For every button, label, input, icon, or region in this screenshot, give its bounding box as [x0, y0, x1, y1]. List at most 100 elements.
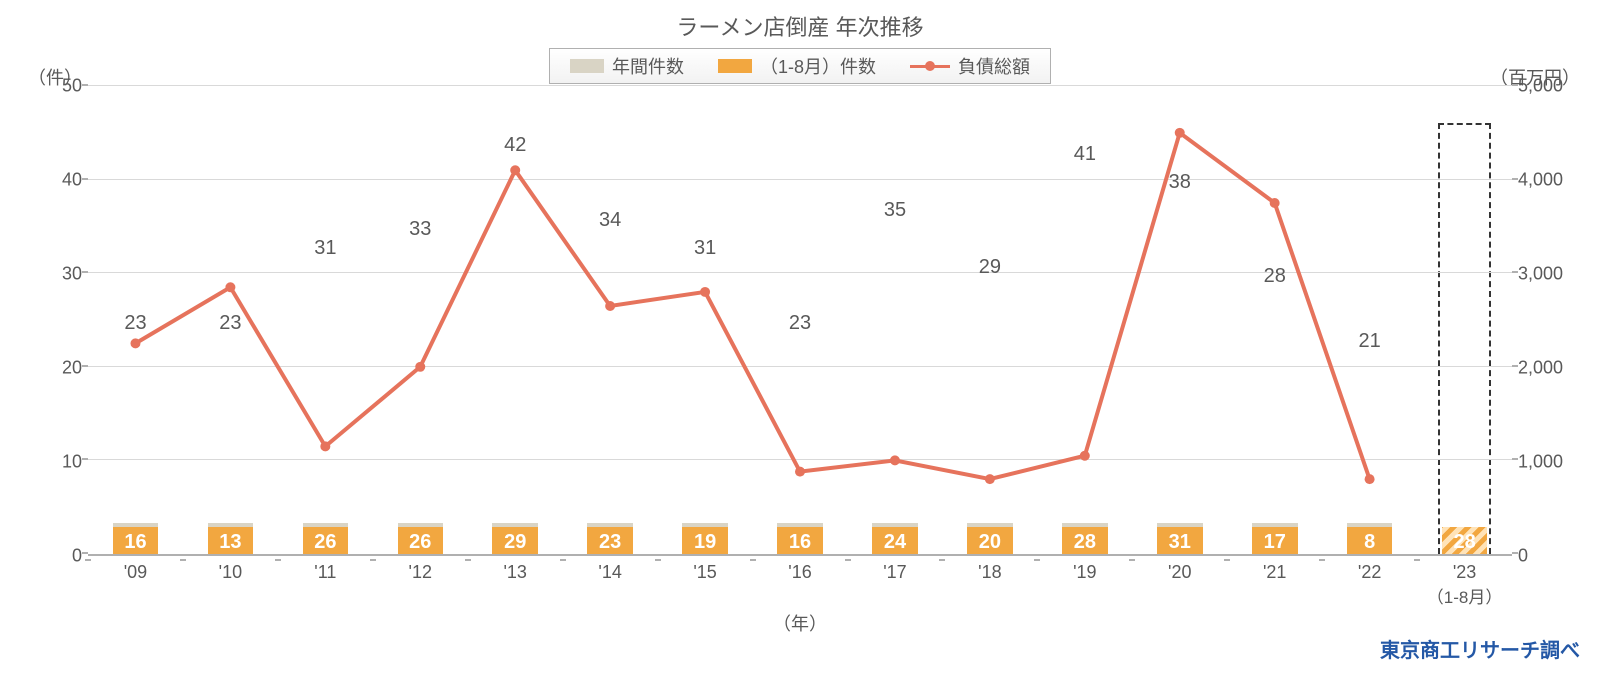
y-left-tick: 40: [62, 170, 82, 191]
category: 31 26: [278, 86, 373, 554]
y-axis-right: 01,0002,0003,0004,0005,000: [1512, 86, 1580, 556]
x-axis-labels: '09'10'11'12'13'14'15'16'17'18'19'20'21'…: [88, 556, 1512, 608]
bar-partial: 8: [1347, 527, 1393, 554]
x-label: '18: [942, 556, 1037, 608]
y-right-tick: 3,000: [1518, 264, 1563, 285]
category: 34 23: [563, 86, 658, 554]
dashed-outline: [1438, 123, 1491, 554]
x-label: '14: [563, 556, 658, 608]
bar-partial: 28: [1062, 527, 1108, 554]
bar-stack: 19: [682, 523, 728, 554]
bar-total-label: 38: [1169, 171, 1191, 194]
y-left-tick: 50: [62, 76, 82, 97]
bar-total-label: 23: [219, 312, 241, 335]
grid-line: [88, 366, 1512, 367]
category: 38 31: [1132, 86, 1227, 554]
bar-partial: 20: [967, 527, 1013, 554]
x-label: '13: [468, 556, 563, 608]
y-left-tick: 30: [62, 264, 82, 285]
chart-title: ラーメン店倒産 年次推移: [20, 10, 1580, 42]
bar-partial: 23: [587, 527, 633, 554]
category: 31 19: [658, 86, 753, 554]
legend-item-annual: 年間件数: [570, 53, 684, 79]
bar-stack: 8: [1347, 523, 1393, 554]
category: 218: [1322, 86, 1417, 554]
bar-partial: 26: [398, 527, 444, 554]
y-axis-left: 01020304050: [20, 86, 88, 556]
legend-label-debt: 負債総額: [958, 53, 1030, 79]
bar-stack: 17: [1252, 523, 1298, 554]
y-right-tick: 5,000: [1518, 76, 1563, 97]
x-label: '10: [183, 556, 278, 608]
bar-total-label: 33: [409, 218, 431, 241]
bar-stack: 28: [1062, 523, 1108, 554]
category: 23 13: [183, 86, 278, 554]
category: 28: [1417, 86, 1512, 554]
y-right-tick: 1,000: [1518, 452, 1563, 473]
credit: 東京商工リサーチ調べ: [20, 634, 1580, 663]
legend: 年間件数 （1-8月）件数 負債総額: [549, 48, 1051, 84]
y-left-tick: 20: [62, 358, 82, 379]
bar-partial: 31: [1157, 527, 1203, 554]
plot-area: 2316231331263326422934233119231635242920…: [88, 86, 1512, 556]
bars-container: 2316231331263326422934233119231635242920…: [88, 86, 1512, 554]
x-label: '16: [753, 556, 848, 608]
x-label: '11: [278, 556, 373, 608]
category: 33 26: [373, 86, 468, 554]
x-label: '23（1-8月）: [1417, 556, 1512, 608]
legend-swatch-line: [910, 65, 950, 68]
bar-stack: 26: [398, 523, 444, 554]
bar-total-label: 41: [1074, 143, 1096, 166]
bar-partial: 13: [208, 527, 254, 554]
bar-total-label: 31: [314, 237, 336, 260]
x-label: '21: [1227, 556, 1322, 608]
legend-label-partial: （1-8月）件数: [760, 53, 876, 79]
legend-swatch-annual: [570, 59, 604, 73]
bar-total-label: 29: [979, 256, 1001, 279]
y-right-tick: 0: [1518, 546, 1528, 567]
bar-stack: 20: [967, 523, 1013, 554]
bar-stack: 16: [113, 523, 159, 554]
bar-total-label: 35: [884, 199, 906, 222]
bar-total-label: 34: [599, 209, 621, 232]
bar-stack: 28: [1442, 527, 1488, 554]
grid-line: [88, 85, 1512, 86]
grid-line: [88, 179, 1512, 180]
bar-stack: 23: [587, 523, 633, 554]
bar-total-label: 23: [124, 312, 146, 335]
bar-partial: 19: [682, 527, 728, 554]
bar-partial: 24: [872, 527, 918, 554]
x-label: '19: [1037, 556, 1132, 608]
bar-partial: 28: [1442, 527, 1488, 554]
bar-stack: 29: [492, 523, 538, 554]
y-right-tick: 2,000: [1518, 358, 1563, 379]
y-left-tick: 10: [62, 452, 82, 473]
bar-partial: 26: [303, 527, 349, 554]
bar-stack: 16: [777, 523, 823, 554]
y-left-tick: 0: [72, 546, 82, 567]
bar-stack: 26: [303, 523, 349, 554]
x-label: '17: [848, 556, 943, 608]
x-note-last: （1-8月）: [1417, 583, 1512, 608]
chart: （件） （百万円） 01020304050 231623133126332642…: [20, 86, 1580, 636]
bar-total-label: 31: [694, 237, 716, 260]
x-label: '09: [88, 556, 183, 608]
bar-stack: 13: [208, 523, 254, 554]
grid-line: [88, 459, 1512, 460]
legend-item-debt: 負債総額: [910, 53, 1030, 79]
category: 28 17: [1227, 86, 1322, 554]
bar-partial: 16: [777, 527, 823, 554]
category: 41 28: [1037, 86, 1132, 554]
legend-swatch-partial: [718, 59, 752, 73]
category: 23 16: [88, 86, 183, 554]
x-axis-title: （年）: [20, 610, 1580, 636]
x-label: '22: [1322, 556, 1417, 608]
category: 2316: [753, 86, 848, 554]
bar-total-label: 42: [504, 134, 526, 157]
legend-item-partial: （1-8月）件数: [718, 53, 876, 79]
category: 29 20: [942, 86, 1037, 554]
bar-partial: 16: [113, 527, 159, 554]
bar-partial: 17: [1252, 527, 1298, 554]
bar-stack: 31: [1157, 523, 1203, 554]
bar-total-label: 28: [1264, 265, 1286, 288]
